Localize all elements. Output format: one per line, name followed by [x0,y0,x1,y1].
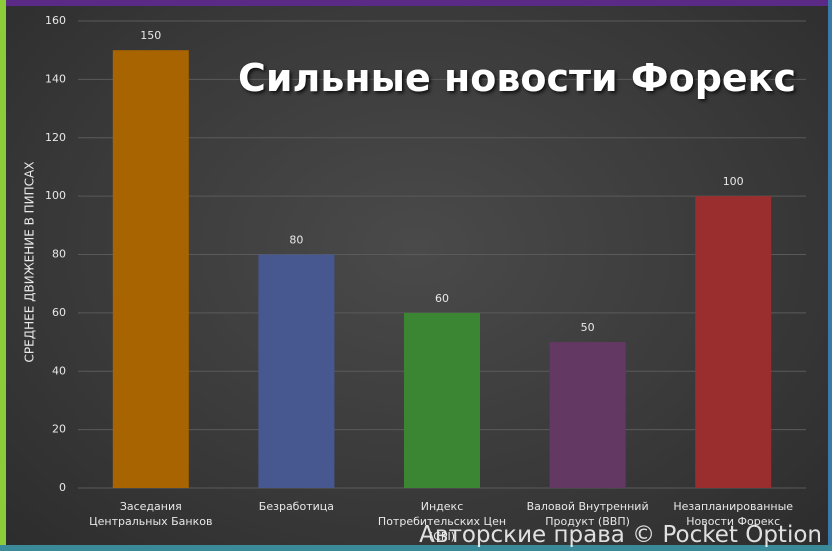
frame-bottom [0,545,832,551]
bar [404,312,480,488]
x-tick-label: Заседания Центральных Банков [89,500,213,528]
y-tick-label: 160 [45,14,66,27]
y-tick-label: 140 [45,72,66,85]
data-label: 50 [581,321,595,334]
chart-title: Сильные новости Форекс [238,56,796,100]
data-label: 100 [723,175,744,188]
data-label: 150 [140,29,161,42]
y-tick-label: 60 [52,306,66,319]
x-tick-label: Валовой Внутренний Продукт (ВВП) [526,500,649,528]
x-tick-label: Безработица [258,500,334,513]
bar [112,50,189,488]
bar [695,196,772,488]
frame-right [828,0,832,551]
x-tick-label: Незапланированные Новости Форекс [673,500,794,528]
y-tick-label: 120 [45,131,66,144]
data-label: 80 [289,234,303,247]
bar [258,254,335,488]
y-tick-label: 100 [45,189,66,202]
y-tick-label: 0 [59,481,66,494]
y-tick-label: 40 [52,364,66,377]
frame-left [0,0,6,551]
x-tick-label: Индекс Потребительских Цен (CPI) [377,500,507,543]
watermark: Авторские права © Pocket Option [419,522,822,548]
y-tick-label: 20 [52,423,66,436]
bar [549,342,626,488]
y-tick-label: 80 [52,248,66,261]
frame-top [0,0,832,6]
data-label: 60 [435,292,449,305]
y-axis-label: СРЕДНЕЕ ДВИЖЕНИЕ В ПИПСАХ [23,162,37,363]
